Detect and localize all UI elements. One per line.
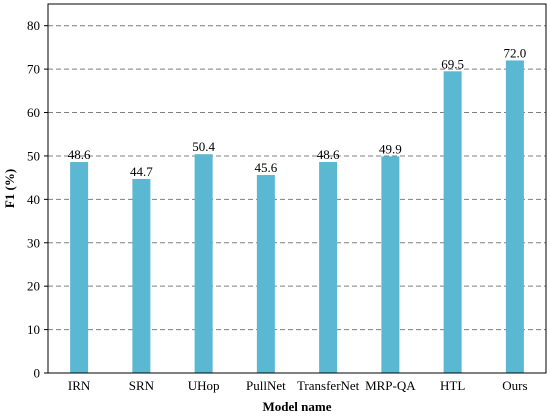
bar-transfernet: [319, 162, 338, 373]
x-tick-label: SRN: [129, 378, 155, 393]
data-label: 72.0: [504, 45, 527, 60]
y-tick-label: 30: [27, 235, 40, 250]
x-tick-label: TransferNet: [297, 378, 360, 393]
bar-htl: [443, 71, 462, 373]
y-tick-label: 50: [27, 148, 40, 163]
x-tick-label: MRP-QA: [365, 378, 416, 393]
y-tick-label: 80: [27, 18, 40, 33]
x-tick-label: HTL: [440, 378, 465, 393]
y-tick-label: 60: [27, 105, 40, 120]
data-label: 48.6: [317, 147, 340, 162]
bars: [70, 60, 524, 373]
bar-ours: [505, 60, 524, 373]
y-axis-title: F1 (%): [2, 169, 17, 208]
grid-lines: [48, 25, 546, 331]
y-tick-label: 10: [27, 322, 40, 337]
x-tick-label: IRN: [68, 378, 91, 393]
data-label: 49.9: [379, 141, 402, 156]
bar-irn: [70, 162, 89, 373]
x-tick-label: Ours: [502, 378, 527, 393]
bar-uhop: [194, 154, 213, 373]
y-tick-label: 20: [27, 279, 40, 294]
x-tick-label: UHop: [188, 378, 220, 393]
data-label: 45.6: [255, 160, 278, 175]
x-tick-label: PullNet: [246, 378, 286, 393]
x-axis-ticks: IRN SRN UHop PullNet TransferNet MRP-QA HTL Our…: [68, 378, 528, 393]
data-label: 69.5: [441, 56, 464, 71]
plot-frame: [47, 3, 547, 374]
x-axis-title: Model name: [263, 399, 332, 414]
data-label: 50.4: [192, 139, 215, 154]
data-label: 44.7: [130, 164, 153, 179]
data-label: 48.6: [68, 147, 91, 162]
bar-pullnet: [256, 175, 275, 373]
data-labels: 48.6 44.7 50.4 45.6 48.6 49.9 69.5 72.0: [68, 45, 527, 179]
y-tick-label: 40: [27, 192, 40, 207]
bar-mrp-qa: [381, 156, 400, 373]
y-tick-label: 70: [27, 62, 40, 77]
y-tick-label: 0: [34, 366, 41, 381]
bar-srn: [132, 178, 151, 373]
y-axis-ticks: 0 10 20 30 40 50 60 70 80: [27, 18, 48, 381]
